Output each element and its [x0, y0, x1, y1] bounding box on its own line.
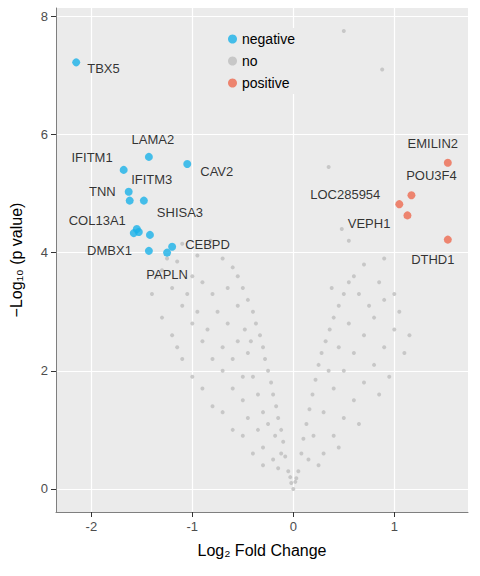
- svg-text:8: 8: [41, 9, 48, 24]
- svg-text:4: 4: [41, 245, 48, 260]
- svg-text:−Log₁₀ (p value): −Log₁₀ (p value): [8, 203, 25, 318]
- svg-text:VEPH1: VEPH1: [348, 216, 391, 231]
- svg-text:COL13A1: COL13A1: [69, 213, 126, 228]
- svg-text:2: 2: [41, 363, 48, 378]
- svg-text:negative: negative: [242, 31, 295, 47]
- svg-text:IFITM1: IFITM1: [71, 150, 112, 165]
- svg-text:Log₂ Fold Change: Log₂ Fold Change: [198, 542, 327, 559]
- svg-text:LAMA2: LAMA2: [132, 132, 175, 147]
- svg-text:no: no: [242, 53, 258, 69]
- svg-text:0: 0: [290, 519, 297, 534]
- svg-text:IFITM3: IFITM3: [131, 172, 172, 187]
- svg-text:0: 0: [41, 481, 48, 496]
- svg-text:DTHD1: DTHD1: [411, 252, 454, 267]
- svg-text:1: 1: [391, 519, 398, 534]
- svg-text:SHISA3: SHISA3: [157, 205, 203, 220]
- svg-text:TBX5: TBX5: [87, 61, 120, 76]
- svg-text:PAPLN: PAPLN: [146, 267, 188, 282]
- svg-text:6: 6: [41, 127, 48, 142]
- svg-text:CEBPD: CEBPD: [185, 237, 230, 252]
- svg-text:positive: positive: [242, 75, 290, 91]
- svg-text:DMBX1: DMBX1: [87, 243, 132, 258]
- svg-text:POU3F4: POU3F4: [406, 168, 457, 183]
- svg-text:CAV2: CAV2: [200, 164, 233, 179]
- svg-text:TNN: TNN: [89, 184, 116, 199]
- svg-text:-1: -1: [187, 519, 199, 534]
- svg-text:-2: -2: [86, 519, 98, 534]
- svg-text:LOC285954: LOC285954: [310, 187, 380, 202]
- svg-text:EMILIN2: EMILIN2: [408, 136, 459, 151]
